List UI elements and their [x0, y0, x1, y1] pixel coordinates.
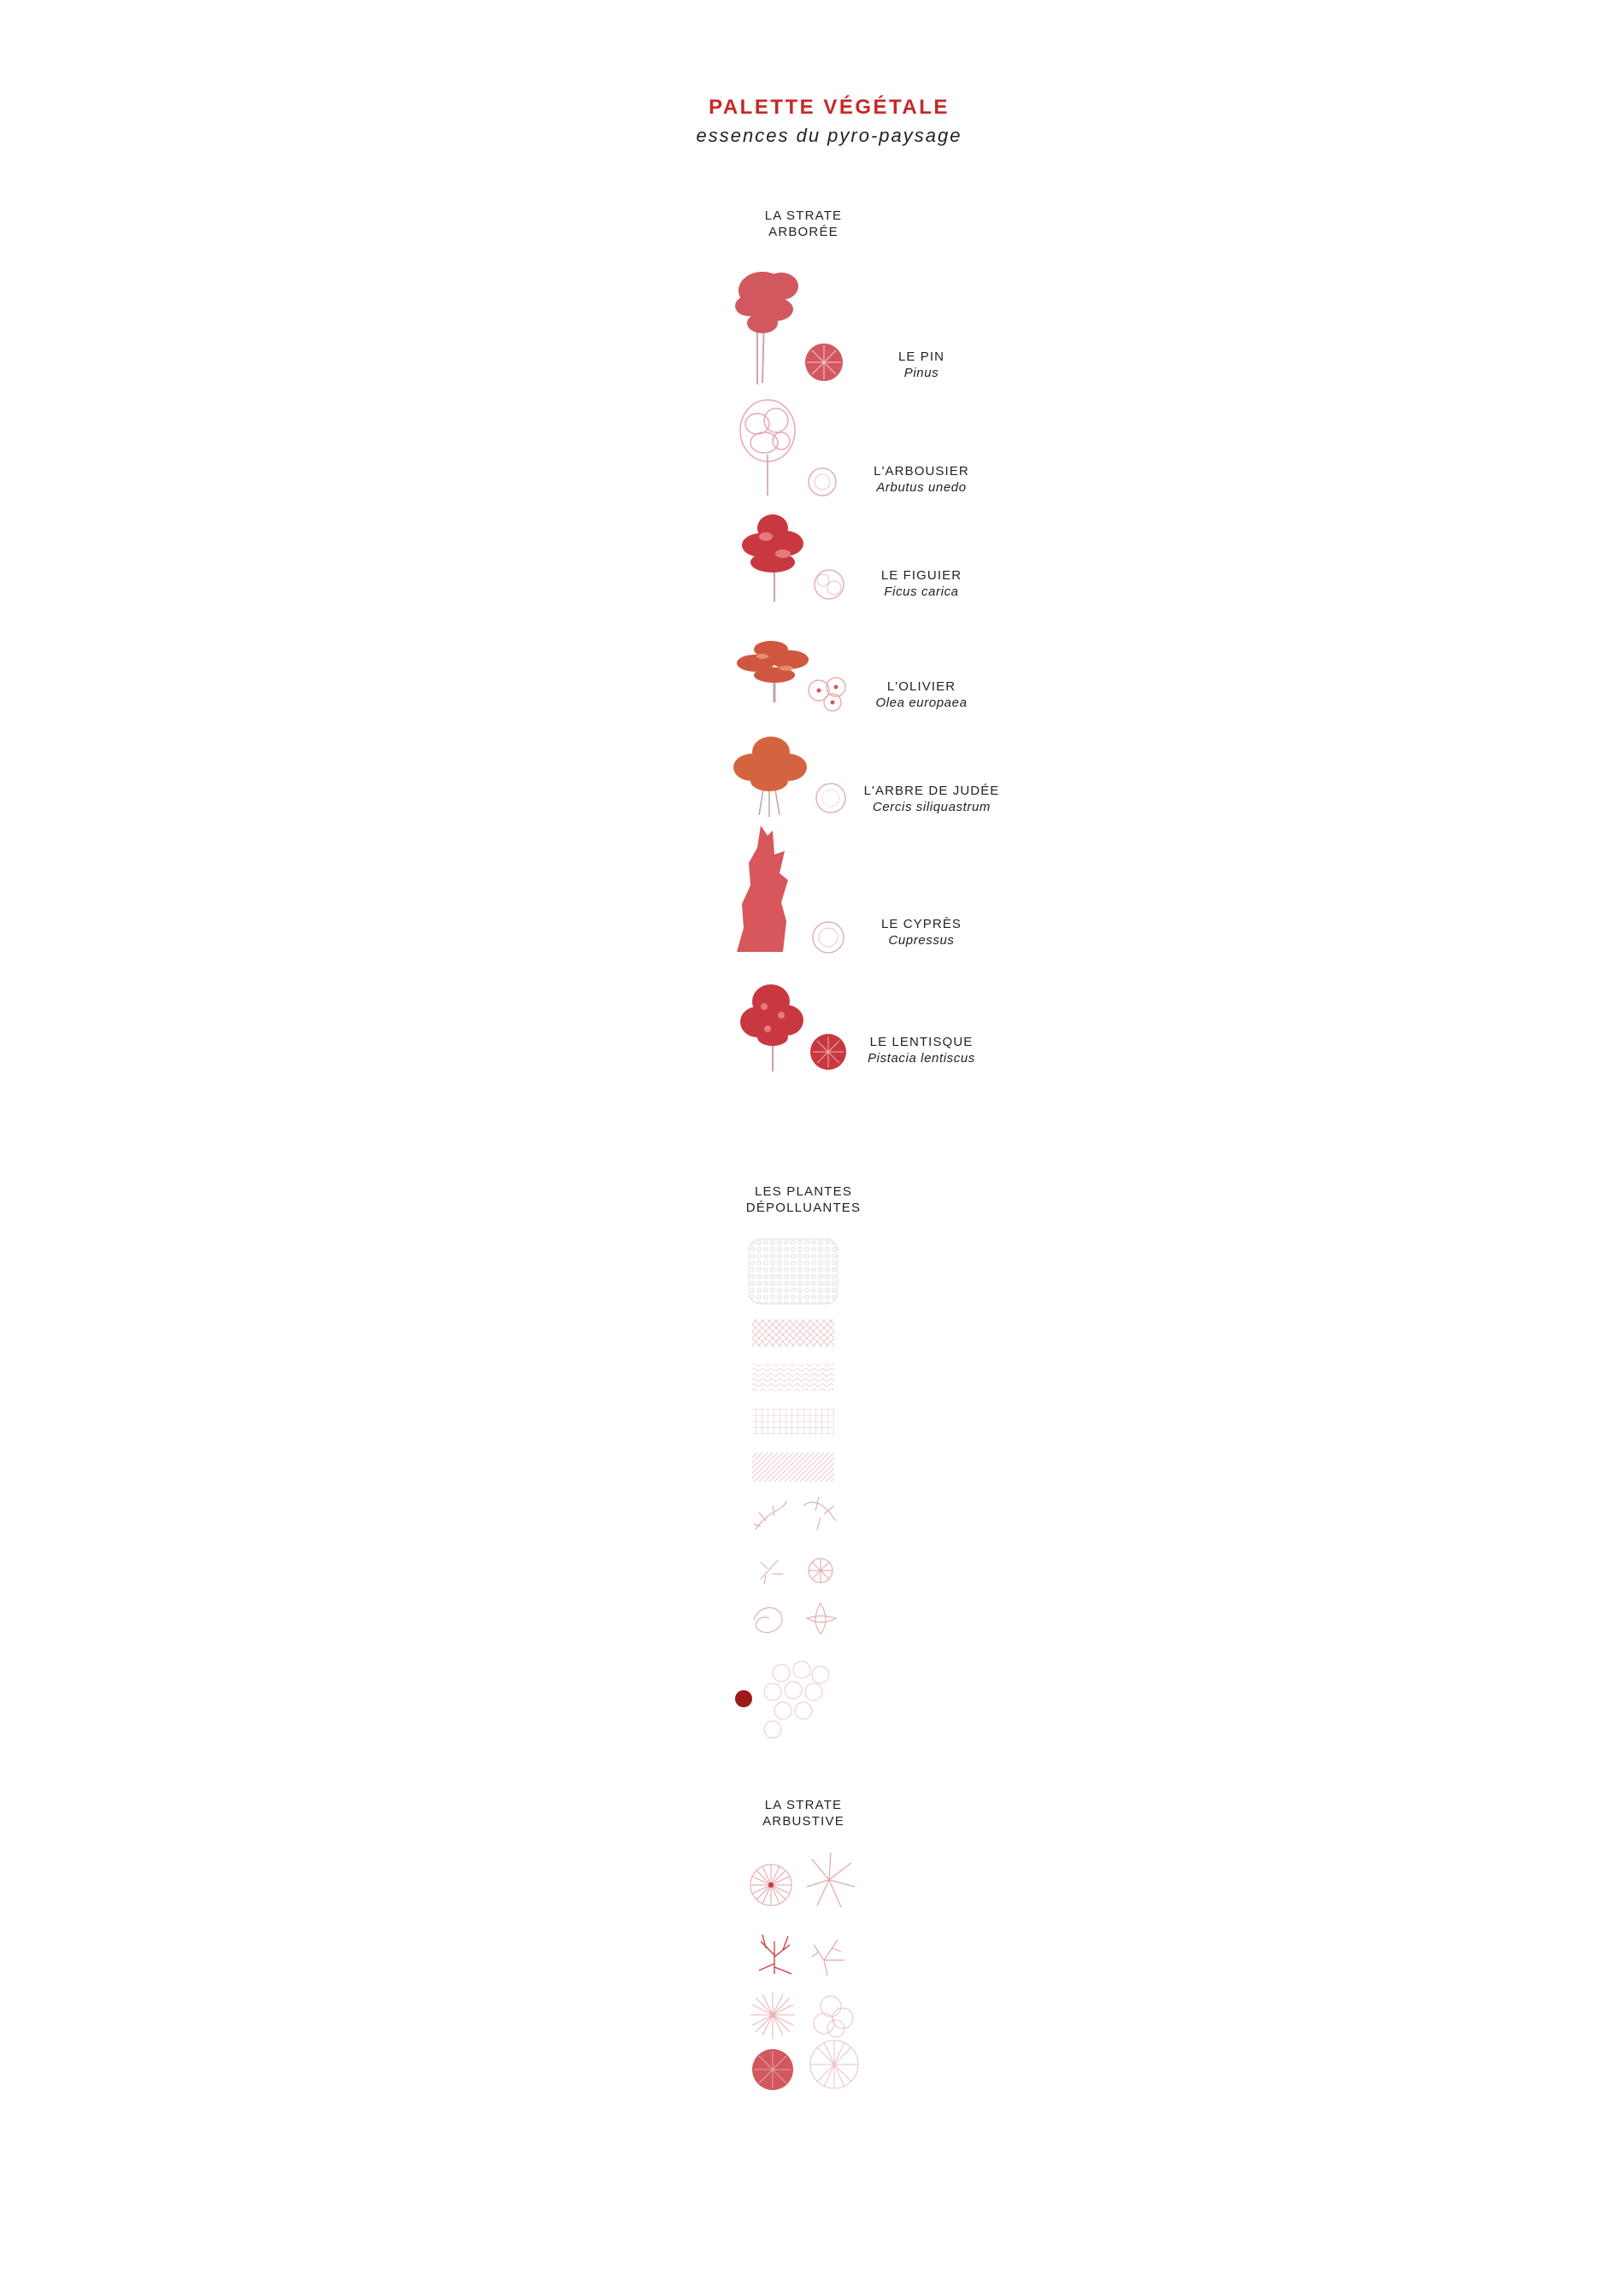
plant-label-pin: LE PIN Pinus	[836, 349, 1007, 381]
plant-label-arbousier: L'ARBOUSIER Arbutus unedo	[836, 463, 1007, 496]
mastic-tree-plan-icon	[810, 1034, 846, 1070]
spiky-shrub-icon	[750, 1993, 795, 2039]
pine-plan-icon	[805, 344, 843, 381]
plant-label-figuier: LE FIGUIER Ficus carica	[836, 567, 1007, 600]
airy-shrub-icon	[809, 2040, 859, 2089]
cloud-shrub-icon	[813, 1995, 854, 2038]
plant-latin-name: Arbutus unedo	[876, 480, 967, 495]
depolluting-plants-patterns	[735, 1238, 838, 1739]
plant-latin-name: Cupressus	[888, 933, 955, 948]
fig-tree-plan-icon	[814, 569, 844, 600]
plant-latin-name: Pistacia lentiscus	[868, 1051, 975, 1066]
section-heading-line: LA STRATE	[764, 1798, 843, 1812]
olive-tree-elevation-icon	[737, 641, 809, 702]
pine-elevation-icon	[735, 272, 798, 385]
plant-common-name: LE FIGUIER	[880, 568, 962, 583]
section-heading-line: LES PLANTES	[754, 1184, 853, 1199]
ground-cover-swatch	[752, 1408, 834, 1436]
section-heading-strate-arboree: LA STRATE ARBORÉE	[701, 208, 906, 240]
page-title: PALETTE VÉGÉTALE	[709, 96, 950, 119]
cypress-elevation-icon	[737, 825, 788, 952]
fig-tree-elevation-icon	[742, 514, 803, 602]
palm-shrub-icon	[806, 1852, 856, 1908]
starburst-shrub-icon	[750, 1864, 792, 1906]
ground-cover-swatch	[748, 1238, 838, 1305]
plant-latin-name: Cercis siliquastrum	[872, 800, 991, 814]
section-heading-line: ARBORÉE	[768, 225, 838, 239]
plant-common-name: L'ARBRE DE JUDÉE	[863, 784, 1000, 798]
plant-latin-name: Olea europaea	[875, 696, 968, 710]
ground-cover-swatch	[752, 1453, 834, 1482]
plant-label-olivier: L'OLIVIER Olea europaea	[836, 678, 1007, 711]
swirl-plant-symbol	[753, 1606, 783, 1634]
plant-latin-name: Pinus	[903, 366, 939, 380]
plant-label-arbre-de-judee: L'ARBRE DE JUDÉE Cercis siliquastrum	[846, 783, 1017, 815]
section-heading-line: LA STRATE	[764, 208, 843, 223]
mastic-tree-elevation-icon	[740, 984, 803, 1072]
judas-tree-elevation-icon	[733, 737, 807, 817]
sprig-shrub-icon	[811, 1939, 844, 1976]
leaf-symbol	[753, 1500, 787, 1530]
plant-common-name: LE LENTISQUE	[869, 1035, 974, 1049]
shrub-symbols-grid	[750, 1852, 859, 2090]
flower-plant-symbol	[805, 1601, 838, 1635]
ground-cover-swatch	[752, 1319, 834, 1347]
highlight-dot	[735, 1690, 752, 1707]
ground-cover-swatch	[752, 1364, 834, 1391]
leaf-symbol	[803, 1496, 837, 1530]
strawberry-tree-elevation-icon	[739, 399, 796, 496]
dense-shrub-icon	[752, 2049, 793, 2090]
section-heading-strate-arbustive: LA STRATE ARBUSTIVE	[701, 1797, 906, 1829]
section-heading-plantes-depolluantes: LES PLANTES DÉPOLLUANTES	[701, 1183, 906, 1216]
cypress-plan-icon	[812, 921, 844, 954]
plant-common-name: L'ARBOUSIER	[874, 464, 969, 479]
plant-common-name: LE PIN	[897, 349, 945, 364]
section-heading-line: ARBUSTIVE	[762, 1814, 844, 1829]
judas-tree-plan-icon	[815, 783, 846, 813]
leaf-symbol	[760, 1559, 783, 1585]
strawberry-tree-plan-icon	[808, 467, 837, 496]
plant-common-name: LE CYPRÈS	[880, 917, 962, 931]
plant-label-lentisque: LE LENTISQUE Pistacia lentiscus	[836, 1034, 1007, 1066]
page-subtitle: essences du pyro-paysage	[696, 125, 962, 146]
branching-shrub-icon	[758, 1934, 792, 1975]
olive-tree-plan-icon	[808, 677, 846, 712]
section-heading-line: DÉPOLLUANTES	[745, 1201, 862, 1215]
plant-common-name: L'OLIVIER	[886, 679, 956, 694]
plant-latin-name: Ficus carica	[884, 584, 959, 599]
plant-label-cypres: LE CYPRÈS Cupressus	[836, 916, 1007, 948]
